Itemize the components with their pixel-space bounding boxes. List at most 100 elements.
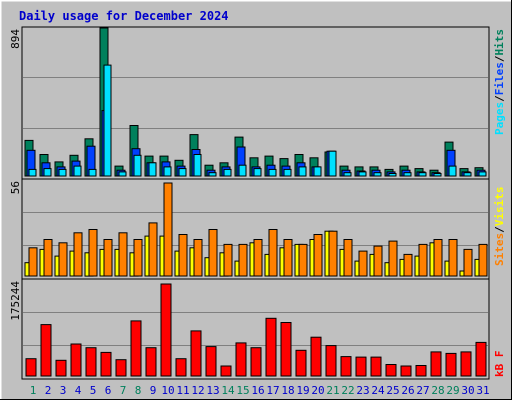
kbytes-bar <box>175 358 187 377</box>
day-label: 3 <box>60 384 67 397</box>
kbytes-bar <box>190 330 202 377</box>
pages-bar <box>268 168 277 177</box>
bottom-panel-legend: kB F <box>493 351 506 378</box>
kbytes-bar <box>340 356 352 377</box>
kbytes-bar <box>445 352 457 377</box>
pages-bar <box>373 172 382 177</box>
sites-bar <box>268 229 278 277</box>
top-panel-max-label: 894 <box>9 29 22 49</box>
kbytes-bar <box>400 365 412 377</box>
legend-separator: / <box>493 226 506 233</box>
kbytes-bar <box>40 324 52 377</box>
sites-bar <box>103 239 113 277</box>
sites-bar <box>193 239 203 277</box>
sites-bar <box>463 248 473 277</box>
legend-visits: Visits <box>493 187 506 227</box>
kbytes-bar <box>385 364 397 377</box>
pages-bar <box>463 172 472 177</box>
pages-bar <box>328 150 337 177</box>
pages-bar <box>28 168 37 177</box>
day-label: 29 <box>446 384 459 397</box>
legend-sites: Sites <box>493 233 506 266</box>
pages-bar <box>208 172 217 177</box>
pages-bar <box>73 165 82 177</box>
sites-bar <box>403 253 413 277</box>
kbytes-bar <box>100 351 112 377</box>
pages-bar <box>478 171 487 177</box>
pages-bar <box>418 172 427 177</box>
day-label: 9 <box>150 384 157 397</box>
day-label: 22 <box>341 384 354 397</box>
kbytes-bar <box>205 346 217 377</box>
sites-bar <box>223 243 233 277</box>
sites-bar <box>343 239 353 277</box>
day-label: 20 <box>311 384 324 397</box>
day-label: 26 <box>401 384 414 397</box>
kbytes-bar <box>55 359 67 377</box>
day-label: 4 <box>75 384 82 397</box>
pages-bar <box>148 162 157 177</box>
pages-bar <box>283 168 292 177</box>
chart-title: Daily usage for December 2024 <box>19 9 229 23</box>
sites-bar <box>88 229 98 277</box>
legend-pages: Pages <box>493 102 506 135</box>
kbytes-bar <box>160 283 172 377</box>
day-label: 15 <box>236 384 249 397</box>
sites-bar <box>238 243 248 277</box>
day-label: 31 <box>476 384 489 397</box>
sites-bar <box>388 240 398 277</box>
pages-bar <box>58 168 67 177</box>
legend-hits: Hits <box>493 29 506 56</box>
day-label: 8 <box>135 384 142 397</box>
sites-bar <box>178 234 188 277</box>
day-label: 18 <box>281 384 294 397</box>
sites-bar <box>283 239 293 277</box>
sites-bar <box>418 243 428 277</box>
pages-bar <box>403 172 412 177</box>
kbytes-bar <box>415 365 427 377</box>
kbytes-bar <box>250 347 262 377</box>
sites-bar <box>43 239 53 277</box>
day-label: 7 <box>120 384 127 397</box>
pages-bar <box>358 171 367 177</box>
pages-bar <box>88 168 97 177</box>
kbytes-bar <box>70 343 82 377</box>
kbytes-bar <box>265 317 277 377</box>
sites-bar <box>373 245 383 277</box>
kbytes-bar <box>280 322 292 377</box>
day-label: 5 <box>90 384 97 397</box>
sites-bar <box>163 182 173 277</box>
sites-bar <box>433 239 443 277</box>
day-label: 12 <box>191 384 204 397</box>
pages-bar <box>388 173 397 177</box>
kbytes-bar <box>355 356 367 377</box>
pages-bar <box>178 168 187 177</box>
sites-bar <box>208 229 218 277</box>
day-label: 10 <box>161 384 174 397</box>
sites-bar <box>358 250 368 277</box>
legend-separator: / <box>493 55 506 62</box>
top-panel-legend: Pages/Files/Hits <box>493 29 506 135</box>
day-label: 2 <box>45 384 52 397</box>
pages-bar <box>433 173 442 177</box>
kbytes-bar <box>145 347 157 377</box>
pages-bar <box>448 165 457 177</box>
pages-bar <box>343 172 352 177</box>
pages-bar <box>193 154 202 177</box>
kbytes-bar <box>220 365 232 377</box>
day-label: 25 <box>386 384 399 397</box>
day-label: 11 <box>176 384 189 397</box>
legend-kbytes: kB F <box>493 351 506 378</box>
sites-bar <box>253 239 263 277</box>
bottom-panel-max-label: 175244 <box>9 281 22 321</box>
sites-bar <box>448 239 458 277</box>
day-label: 13 <box>206 384 219 397</box>
day-label: 16 <box>251 384 264 397</box>
pages-bar <box>43 168 52 177</box>
sites-bar <box>313 234 323 277</box>
kbytes-bar <box>295 349 307 377</box>
day-labels: 1 2 3 4 5 6 7 8 9 10 11 12 13 14 15 16 17 18 19 20 21 22 23 24 2… <box>30 384 490 397</box>
pages-bar <box>298 166 307 177</box>
day-label: 30 <box>461 384 474 397</box>
